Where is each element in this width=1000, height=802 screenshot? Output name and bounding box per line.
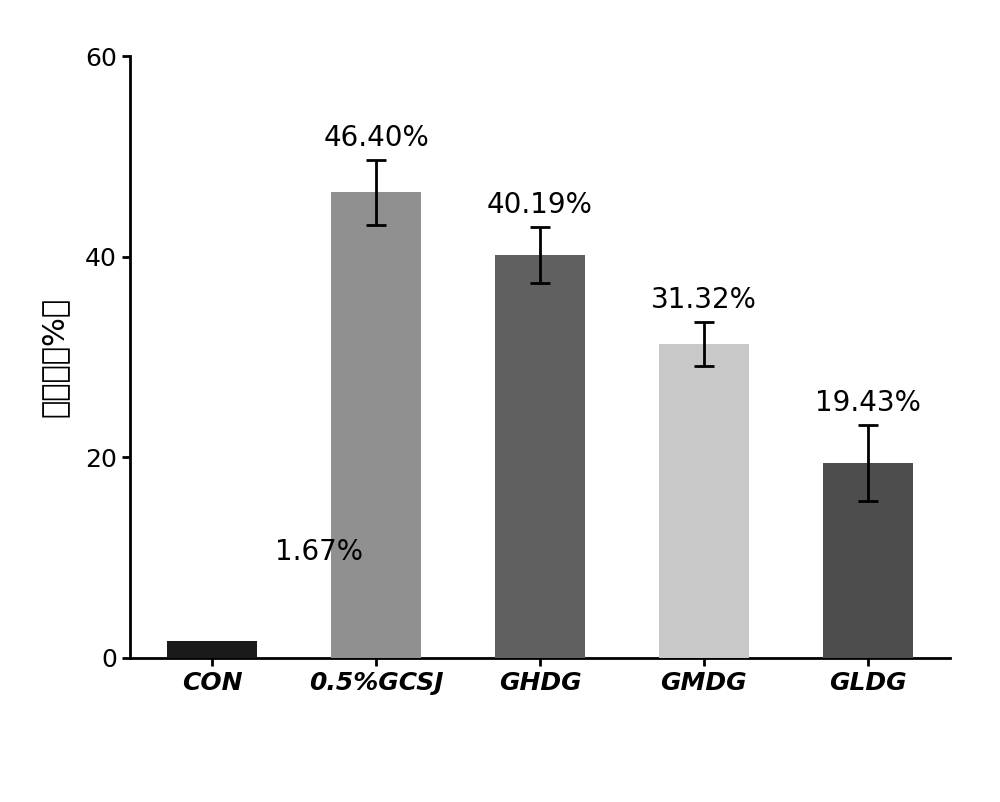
Bar — [167, 641, 257, 658]
Text: 46.40%: 46.40% — [323, 124, 429, 152]
Text: 40.19%: 40.19% — [487, 191, 593, 219]
Bar — [495, 255, 585, 658]
Bar — [823, 463, 913, 658]
Bar — [659, 343, 749, 658]
Y-axis label: 抑制率（%）: 抑制率（%） — [39, 297, 68, 417]
Text: 1.67%: 1.67% — [275, 538, 363, 566]
Bar — [331, 192, 421, 658]
Text: 31.32%: 31.32% — [651, 286, 757, 314]
Text: 19.43%: 19.43% — [815, 389, 921, 417]
